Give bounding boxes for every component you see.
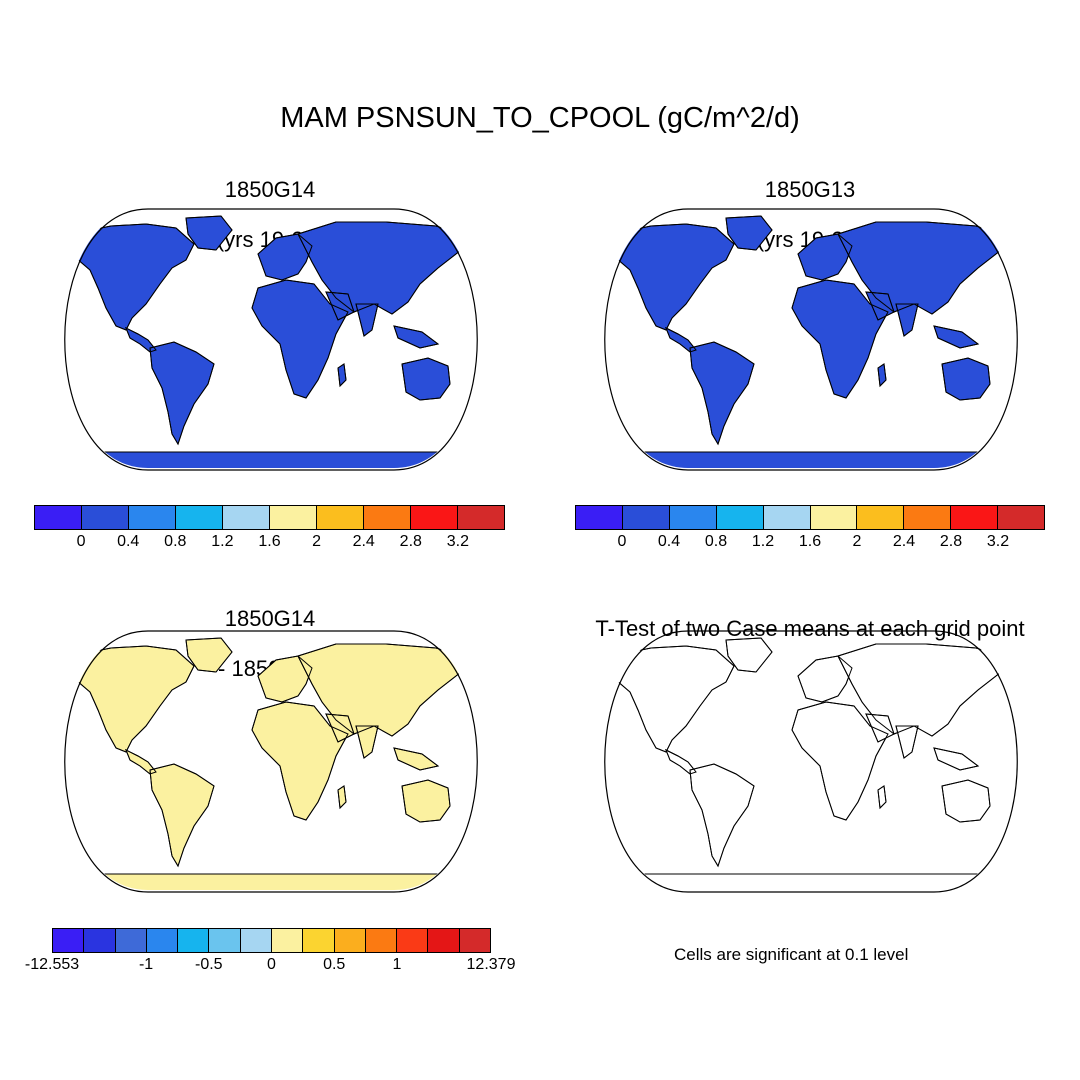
colorbar-mean-left-swatch-1 — [82, 506, 129, 529]
colorbar-diff-swatch-0 — [53, 929, 85, 952]
colorbar-diff-tick-label: 1 — [392, 956, 402, 973]
colorbar-diff — [52, 928, 491, 953]
colorbar-mean-right-tick-label: 1.6 — [798, 533, 822, 550]
colorbar-mean-left-tick-label: 2 — [312, 533, 322, 550]
colorbar-mean-right-tick-label: 0 — [617, 533, 627, 550]
colorbar-diff-swatch-9 — [334, 929, 366, 952]
colorbar-mean-left-swatch-8 — [411, 506, 458, 529]
figure-title: MAM PSNSUN_TO_CPOOL (gC/m^2/d) — [280, 102, 800, 134]
colorbar-mean-right-swatch-8 — [951, 506, 999, 529]
colorbar-mean-left-tick-label: 0.8 — [164, 533, 187, 550]
colorbar-mean-left — [34, 505, 505, 530]
colorbar-mean-right-tick-label: 2 — [852, 533, 862, 550]
colorbar-mean-right — [575, 505, 1045, 530]
colorbar-mean-right-tick-label: 0.4 — [657, 533, 681, 550]
colorbar-mean-left-tick-label: 0.4 — [117, 533, 140, 550]
colorbar-mean-left-swatch-9 — [458, 506, 504, 529]
colorbar-mean-left-tick-label: 0 — [76, 533, 86, 550]
colorbar-mean-left-tick-label: 1.2 — [211, 533, 234, 550]
colorbar-diff-swatch-3 — [146, 929, 179, 952]
colorbar-mean-right-swatch-9 — [998, 506, 1045, 529]
colorbar-mean-right-swatch-1 — [622, 506, 670, 529]
map-ttest — [604, 630, 1018, 893]
colorbar-mean-right-tick-label: 2.4 — [892, 533, 916, 550]
colorbar-diff-tick-label: 12.379 — [466, 956, 516, 973]
colorbar-diff-swatch-1 — [84, 929, 116, 952]
colorbar-mean-right-tick-label: 1.2 — [751, 533, 775, 550]
colorbar-mean-left-swatch-3 — [176, 506, 223, 529]
colorbar-mean-left-swatch-6 — [317, 506, 364, 529]
colorbar-diff-tick-label: 0 — [267, 956, 276, 973]
colorbar-mean-left-swatch-4 — [223, 506, 270, 529]
colorbar-diff-swatch-4 — [178, 929, 210, 952]
colorbar-mean-left-swatch-0 — [35, 506, 82, 529]
colorbar-diff-swatch-13 — [459, 929, 490, 952]
colorbar-mean-right-swatch-5 — [810, 506, 858, 529]
colorbar-mean-right-swatch-2 — [669, 506, 717, 529]
colorbar-mean-left-swatch-7 — [364, 506, 411, 529]
colorbar-mean-right-tick-label: 2.8 — [939, 533, 963, 550]
colorbar-diff-tick-label: 0.5 — [323, 956, 346, 973]
colorbar-diff-tick-label: -12.553 — [24, 956, 80, 973]
colorbar-mean-left-tick-label: 2.8 — [399, 533, 422, 550]
colorbar-mean-right-swatch-0 — [576, 506, 623, 529]
colorbar-diff-swatch-5 — [209, 929, 241, 952]
colorbar-diff-swatch-7 — [271, 929, 304, 952]
colorbar-mean-left-tick-label: 3.2 — [446, 533, 470, 550]
colorbar-mean-left-swatch-2 — [129, 506, 176, 529]
panel-title-diff-line1: 1850G14 — [224, 606, 316, 631]
colorbar-diff-swatch-6 — [240, 929, 272, 952]
colorbar-mean-left-tick-label: 1.6 — [258, 533, 281, 550]
colorbar-mean-right-swatch-3 — [716, 506, 764, 529]
colorbar-mean-right-swatch-6 — [857, 506, 905, 529]
panel-title-case2-line1: 1850G13 — [764, 177, 856, 202]
colorbar-diff-swatch-12 — [428, 929, 460, 952]
significance-note: Cells are significant at 0.1 level — [674, 945, 909, 964]
colorbar-mean-right-tick-label: 0.8 — [704, 533, 728, 550]
colorbar-diff-swatch-8 — [303, 929, 335, 952]
panel-title-case1-line1: 1850G14 — [224, 177, 316, 202]
colorbar-mean-right-swatch-7 — [904, 506, 952, 529]
colorbar-mean-right-tick-label: 3.2 — [986, 533, 1010, 550]
colorbar-diff-swatch-10 — [365, 929, 398, 952]
map-case1 — [64, 208, 478, 471]
colorbar-diff-tick-label: -0.5 — [194, 956, 223, 973]
colorbar-mean-left-tick-label: 2.4 — [352, 533, 375, 550]
colorbar-diff-tick-label: -1 — [138, 956, 154, 973]
panel-title-ttest-line1: T-Test of two Case means at each grid po… — [595, 616, 1025, 641]
colorbar-mean-right-swatch-4 — [763, 506, 811, 529]
map-diff — [64, 630, 478, 893]
panel-title-ttest: T-Test of two Case means at each grid po… — [540, 591, 1080, 666]
colorbar-diff-swatch-11 — [397, 929, 429, 952]
colorbar-diff-swatch-2 — [115, 929, 147, 952]
colorbar-mean-left-swatch-5 — [270, 506, 317, 529]
map-case2 — [604, 208, 1018, 471]
